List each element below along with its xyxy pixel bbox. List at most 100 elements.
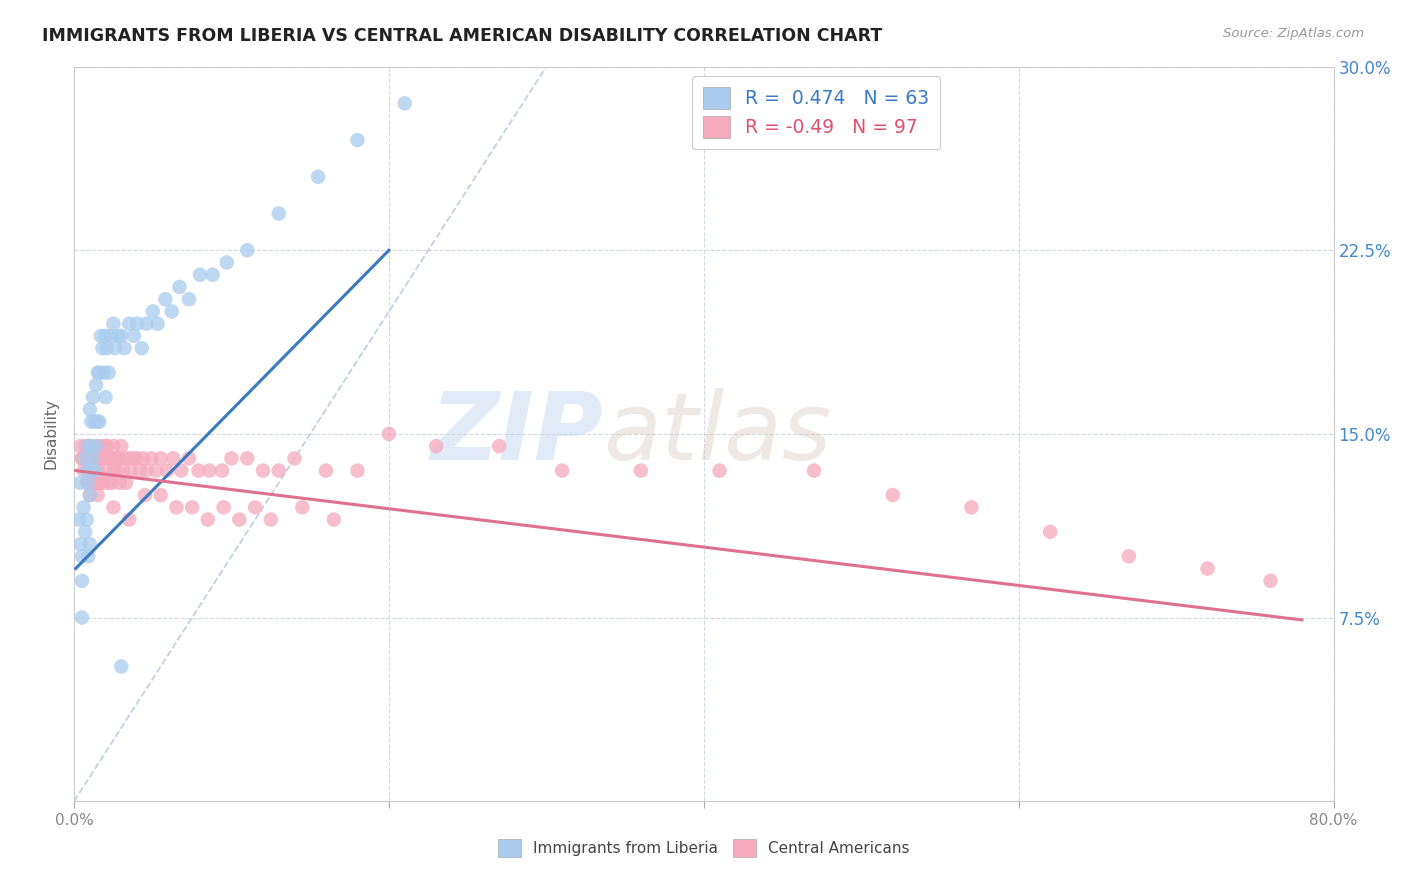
Point (79, 488, 101, 502)
Point (882, 488, 904, 502)
Text: atlas: atlas (603, 388, 831, 479)
Point (110, 439, 132, 453)
Point (291, 500, 314, 515)
Point (267, 206, 290, 220)
Point (103, 464, 125, 478)
Point (94, 390, 117, 404)
Point (131, 341, 153, 355)
Point (83, 415, 105, 429)
Point (142, 304, 165, 318)
Point (70, 451, 93, 466)
Point (125, 317, 148, 331)
Point (146, 317, 169, 331)
Point (488, 439, 510, 453)
Point (90, 329, 112, 343)
Point (101, 475, 124, 490)
Point (267, 464, 290, 478)
Point (84, 475, 107, 490)
Point (551, 464, 574, 478)
Point (155, 292, 177, 306)
Point (75, 439, 97, 453)
Point (118, 317, 141, 331)
Point (84, 439, 107, 453)
Point (79, 464, 101, 478)
Point (236, 451, 259, 466)
Point (103, 317, 125, 331)
Point (115, 475, 138, 490)
Point (114, 451, 136, 466)
Point (90, 475, 112, 490)
Point (82, 451, 104, 466)
Point (170, 464, 193, 478)
Point (76, 475, 98, 490)
Point (79, 439, 101, 453)
Point (86, 366, 108, 380)
Point (79, 402, 101, 417)
Point (212, 500, 235, 515)
Point (1260, 574, 1282, 588)
Point (77, 549, 100, 564)
Point (346, 464, 368, 478)
Point (108, 475, 131, 490)
Point (84, 378, 107, 392)
Point (94, 329, 117, 343)
Point (169, 280, 191, 294)
Point (378, 426, 401, 441)
Point (107, 451, 129, 466)
Point (98, 451, 121, 466)
Point (80, 464, 103, 478)
Point (149, 488, 172, 502)
Point (96, 439, 118, 453)
Point (177, 451, 200, 466)
Point (197, 512, 219, 526)
Point (709, 464, 731, 478)
Point (125, 451, 148, 466)
Point (86, 488, 108, 502)
Point (107, 329, 129, 343)
Point (83, 451, 105, 466)
Point (67, 512, 90, 526)
Point (103, 439, 125, 453)
Point (346, 133, 368, 147)
Point (135, 317, 157, 331)
Point (156, 464, 179, 478)
Point (181, 500, 204, 515)
Point (86, 464, 108, 478)
Point (221, 451, 243, 466)
Point (188, 268, 211, 282)
Point (79, 537, 101, 551)
Point (630, 464, 652, 478)
Point (77, 439, 100, 453)
Point (1197, 561, 1219, 575)
Point (228, 512, 250, 526)
Point (77, 475, 100, 490)
Point (141, 451, 163, 466)
Point (76, 512, 98, 526)
Point (394, 96, 416, 111)
Text: IMMIGRANTS FROM LIBERIA VS CENTRAL AMERICAN DISABILITY CORRELATION CHART: IMMIGRANTS FROM LIBERIA VS CENTRAL AMERI… (42, 27, 883, 45)
Point (69, 537, 91, 551)
Point (76, 451, 98, 466)
Point (94, 439, 117, 453)
Point (252, 464, 274, 478)
Point (104, 451, 127, 466)
Point (89, 451, 111, 466)
Legend: Immigrants from Liberia, Central Americans: Immigrants from Liberia, Central America… (492, 832, 915, 863)
Point (83, 475, 105, 490)
Point (91, 341, 114, 355)
Point (91, 475, 114, 490)
Point (80, 415, 103, 429)
Point (77, 475, 100, 490)
Point (803, 464, 825, 478)
Point (215, 255, 238, 269)
Point (243, 500, 266, 515)
Point (165, 500, 187, 515)
Point (91, 451, 114, 466)
Point (70, 451, 93, 466)
Point (94, 464, 117, 478)
Point (80, 439, 103, 453)
Point (90, 439, 112, 453)
Point (83, 464, 105, 478)
Point (122, 451, 145, 466)
Point (187, 464, 209, 478)
